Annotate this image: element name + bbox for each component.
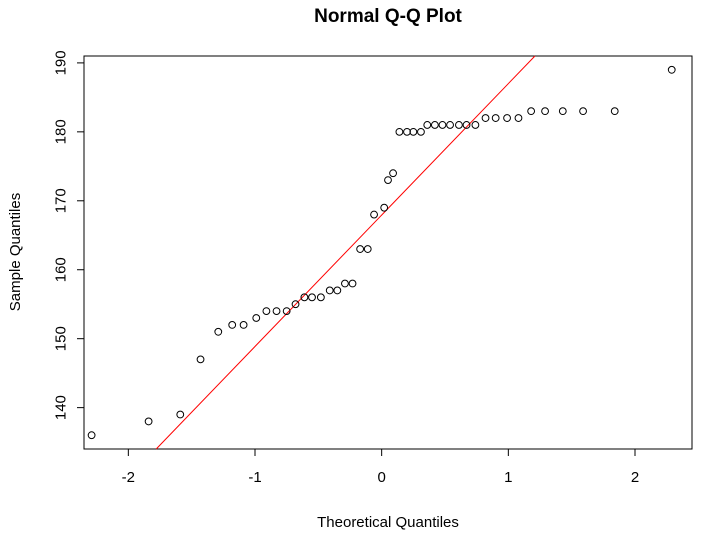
y-tick-label: 180: [53, 119, 70, 144]
data-point: [214, 327, 223, 336]
data-point: [272, 307, 281, 316]
data-point: [370, 210, 378, 219]
data-point: [384, 176, 392, 185]
data-point: [389, 169, 397, 178]
data-point: [300, 293, 309, 302]
data-point: [610, 107, 619, 116]
reference-line: [155, 55, 536, 450]
x-axis: -2 -1 0 1 2: [122, 449, 639, 486]
data-point: [308, 293, 316, 302]
data-point: [348, 279, 357, 288]
data-point: [667, 65, 676, 74]
data-point: [363, 245, 372, 253]
x-tick-label: 2: [631, 469, 639, 486]
data-point: [481, 114, 490, 122]
y-tick-label: 190: [53, 50, 70, 75]
data-point: [316, 293, 325, 302]
data-point: [438, 121, 447, 129]
data-point: [514, 114, 523, 122]
data-point: [455, 121, 463, 129]
data-point: [196, 355, 205, 364]
data-point: [403, 127, 411, 136]
data-point: [380, 203, 389, 212]
data-point: [430, 121, 439, 129]
data-point: [558, 107, 567, 116]
data-point: [395, 127, 404, 136]
y-tick-label: 170: [53, 188, 70, 213]
y-tick-label: 150: [53, 326, 70, 351]
x-tick-label: -1: [248, 469, 261, 486]
data-point: [228, 320, 237, 329]
x-axis-label: Theoretical Quantiles: [317, 514, 459, 531]
data-point: [87, 431, 96, 440]
y-tick-label: 160: [53, 257, 70, 282]
x-tick-label: -2: [122, 469, 135, 486]
data-point: [541, 107, 549, 116]
data-point: [291, 300, 300, 309]
data-point: [409, 127, 418, 136]
data-point: [446, 121, 454, 129]
data-point: [503, 114, 511, 122]
data-point: [252, 314, 261, 322]
data-point: [262, 307, 271, 316]
chart-title: Normal Q-Q Plot: [314, 6, 462, 27]
data-point: [462, 121, 471, 129]
x-tick-label: 0: [377, 469, 385, 486]
data-point: [144, 417, 153, 426]
y-axis: 140 150 160 170 180 190: [53, 50, 84, 420]
data-point: [341, 279, 349, 288]
data-point: [423, 121, 432, 129]
y-axis-label: Sample Quantiles: [7, 193, 24, 311]
data-point: [491, 114, 500, 122]
data-point: [417, 127, 425, 136]
data-point: [356, 245, 365, 253]
data-point: [325, 286, 334, 295]
y-tick-label: 140: [53, 395, 70, 420]
x-tick-label: 1: [504, 469, 512, 486]
data-point: [527, 107, 536, 116]
plot-frame: [83, 55, 693, 450]
data-point: [471, 121, 480, 129]
data-point: [333, 286, 342, 295]
data-point: [176, 410, 185, 419]
data-point: [282, 307, 291, 316]
data-point: [579, 107, 587, 116]
data-point: [239, 320, 248, 329]
